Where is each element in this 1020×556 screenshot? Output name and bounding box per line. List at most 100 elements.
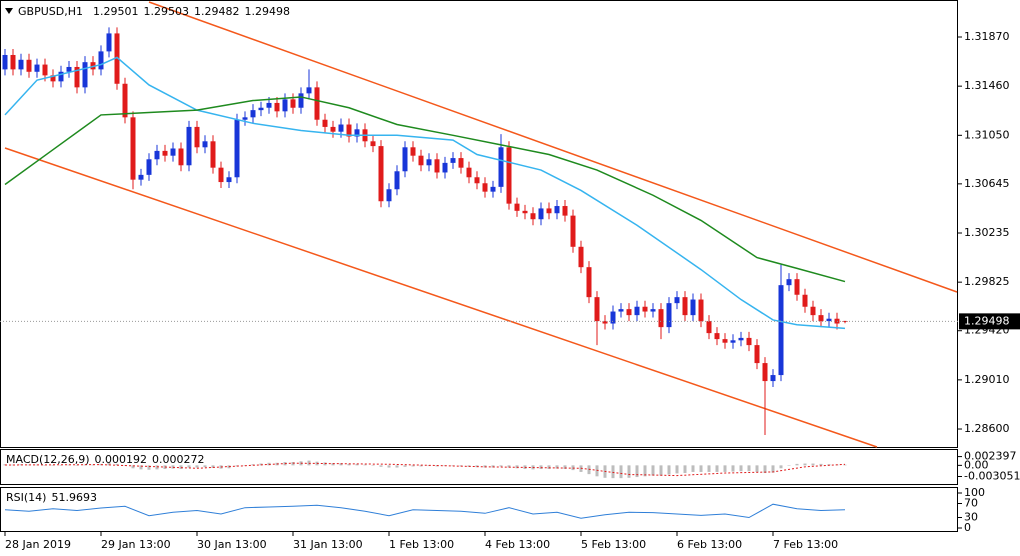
candle-body <box>186 126 192 166</box>
x-tick-label: 28 Jan 2019 <box>5 538 71 551</box>
y-tick-label: 100 <box>964 486 985 499</box>
candle-body <box>58 71 64 82</box>
candle-body <box>578 246 584 268</box>
macd-bar <box>115 463 119 466</box>
candle-body <box>738 337 744 341</box>
candle-body <box>810 306 816 316</box>
candle-body <box>762 363 768 382</box>
macd-bar <box>707 465 711 472</box>
candle-body <box>706 321 712 334</box>
macd-bar <box>779 465 783 469</box>
macd-bar <box>347 463 351 466</box>
candle-body <box>74 66 80 88</box>
low-value: 1.29482 <box>194 5 240 18</box>
macd-bar <box>651 465 655 476</box>
macd-bar <box>699 465 703 472</box>
macd-bar <box>843 464 847 466</box>
x-tick-label: 4 Feb 13:00 <box>485 538 550 551</box>
macd-bar <box>627 465 631 478</box>
candle-body <box>330 126 336 132</box>
macd-bar <box>507 465 511 468</box>
candle-body <box>2 54 8 70</box>
candle-body <box>338 124 344 132</box>
macd-bar <box>291 462 295 466</box>
x-tick-label: 30 Jan 13:00 <box>197 538 267 551</box>
candle-body <box>490 186 496 192</box>
symbol: GBPUSD,H1 <box>18 5 83 18</box>
candle-body <box>514 203 520 211</box>
candle-body <box>802 294 808 307</box>
y-tick-label: 1.28600 <box>964 422 1010 435</box>
x-tick-label: 5 Feb 13:00 <box>581 538 646 551</box>
macd-bar <box>195 465 199 468</box>
macd-bar <box>723 465 727 472</box>
macd-header: MACD(12,26,9) 0.000192 0.000272 <box>6 453 205 466</box>
menu-arrow[interactable] <box>5 8 13 14</box>
macd-bar <box>51 465 55 466</box>
candle-body <box>298 93 304 108</box>
candle-body <box>674 297 680 304</box>
y-tick-label: 1.31870 <box>964 30 1010 43</box>
candle-body <box>442 162 448 173</box>
symbol-header: GBPUSD,H1 1.29501 1.29503 1.29482 1.29498 <box>18 5 290 18</box>
macd-bar <box>563 465 567 470</box>
candle-body <box>842 321 848 323</box>
macd-panel <box>0 449 958 485</box>
candle-body <box>138 174 144 180</box>
macd-bar <box>635 465 639 478</box>
candle-body <box>418 155 424 166</box>
candle-body <box>346 124 352 137</box>
candle-body <box>602 321 608 324</box>
candle-body <box>554 206 560 214</box>
candle-body <box>730 340 736 343</box>
candle-body <box>18 59 24 70</box>
candle-body <box>666 303 672 328</box>
candle-body <box>450 158 456 163</box>
macd-bar <box>187 465 191 468</box>
macd-bar <box>771 465 775 473</box>
candle-body <box>314 87 320 120</box>
candle-body <box>786 279 792 286</box>
price-label: 1.29498 <box>964 314 1010 327</box>
candle-body <box>722 339 728 343</box>
macd-bar <box>611 465 615 479</box>
candle-body <box>690 299 696 316</box>
candle-body <box>178 148 184 166</box>
open-value: 1.29501 <box>93 5 139 18</box>
macd-bar <box>83 464 87 466</box>
candle-body <box>266 102 272 108</box>
candle-body <box>202 141 208 148</box>
candle-body <box>250 110 256 118</box>
macd-bar <box>419 465 423 467</box>
candle-body <box>826 318 832 322</box>
candle-body <box>42 64 48 76</box>
candle-body <box>642 306 648 312</box>
candle-body <box>458 158 464 168</box>
candle-body <box>562 206 568 216</box>
x-tick-label: 31 Jan 13:00 <box>293 538 363 551</box>
macd-bar <box>787 465 791 466</box>
candle-body <box>530 213 536 220</box>
macd-bar <box>691 465 695 472</box>
y-tick-label: 1.30235 <box>964 226 1010 239</box>
macd-bar <box>91 464 95 466</box>
macd-bar <box>67 464 71 466</box>
macd-bar <box>43 464 47 466</box>
candle-body <box>194 126 200 148</box>
candle-body <box>370 141 376 147</box>
macd-bar <box>339 463 343 466</box>
candle-body <box>98 51 104 70</box>
candle-body <box>234 119 240 178</box>
macd-bar <box>739 465 743 472</box>
macd-bar <box>107 462 111 466</box>
candle-body <box>626 309 632 316</box>
candle-body <box>34 64 40 72</box>
rsi-value: 51.9693 <box>51 491 97 504</box>
high-value: 1.29503 <box>143 5 189 18</box>
y-tick-label: 1.31460 <box>964 79 1010 92</box>
rsi-panel <box>0 487 958 532</box>
macd-bar <box>363 464 367 466</box>
candle-body <box>426 159 432 166</box>
